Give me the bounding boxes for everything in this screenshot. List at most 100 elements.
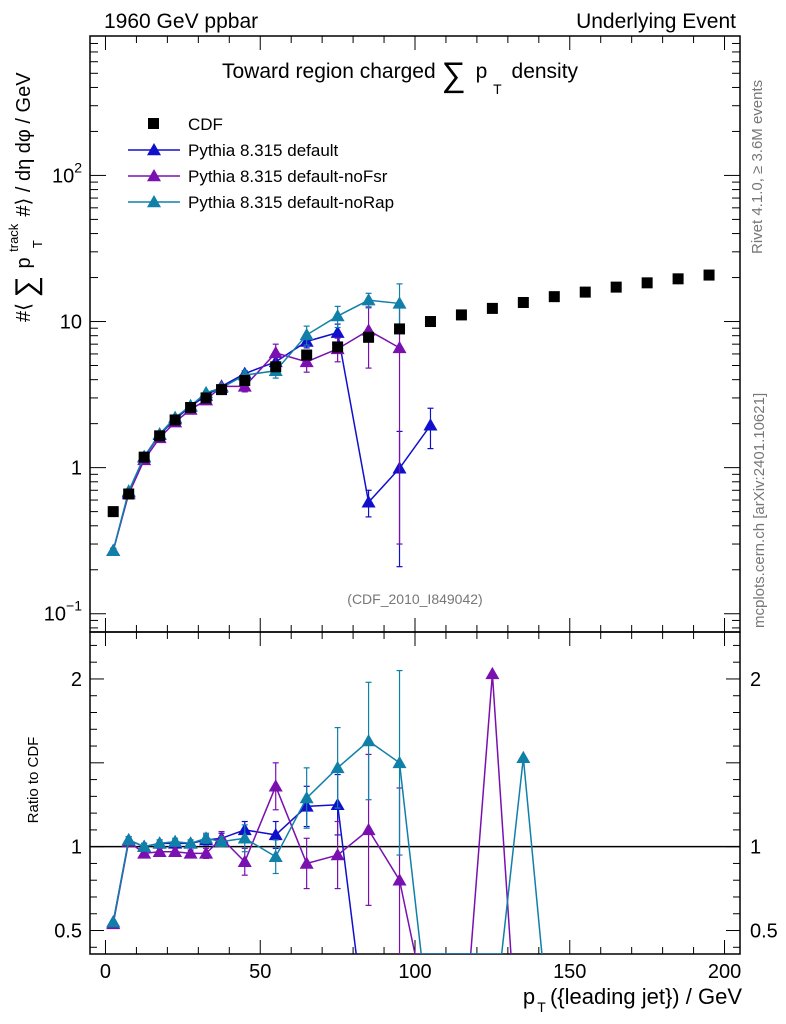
data-point xyxy=(154,430,166,442)
data-point xyxy=(672,273,684,285)
ratio-series-2-point xyxy=(299,856,314,869)
ratio-series-3-point xyxy=(392,755,407,769)
series-3-point xyxy=(330,309,345,322)
data-point xyxy=(185,401,197,413)
header-left: 1960 GeV ppbar xyxy=(104,10,258,33)
x-tick-label: 100 xyxy=(398,961,431,983)
title-main: Toward region charged xyxy=(222,60,436,83)
series-1-point xyxy=(423,418,438,431)
ratio-series-3-point xyxy=(106,915,121,928)
rivet-label: Rivet 4.1.0, ≥ 3.6M events xyxy=(749,80,766,254)
mcplots-label: mcplots.cern.ch [arXiv:2401.10621] xyxy=(751,393,768,628)
data-point xyxy=(270,361,282,373)
ratio-series-3-point xyxy=(168,834,183,847)
data-point xyxy=(641,277,653,289)
data-point xyxy=(200,392,212,404)
y-tick-label: 102 xyxy=(52,159,82,187)
y-tick-label: 1 xyxy=(71,458,82,480)
data-point xyxy=(579,286,591,298)
chart-title: Toward region charged ∑ p T density xyxy=(222,56,579,99)
y-axis-label: #⟨ ∑ p track T #⟩ / dη dφ / GeV xyxy=(1,72,47,322)
series-3-point xyxy=(392,296,407,309)
ratio-series-2-point xyxy=(268,779,283,792)
header-right: Underlying Event xyxy=(576,10,736,33)
data-point xyxy=(455,309,467,321)
legend-label: Pythia 8.315 default-noRap xyxy=(188,193,394,212)
ratio-tick-label: 1 xyxy=(71,837,82,859)
ratio-tick-label-right: 2 xyxy=(750,669,761,691)
legend-marker xyxy=(147,169,161,182)
ratio-series-3-point xyxy=(183,836,198,849)
legend-label: Pythia 8.315 default-noFsr xyxy=(188,167,388,186)
ratio-tick-label-right: 1 xyxy=(750,837,761,859)
analysis-tag: (CDF_2010_I849042) xyxy=(347,591,482,607)
ratio-series-1-line xyxy=(112,803,357,954)
ratio-series-3-point xyxy=(237,831,252,844)
ratio-series-2-point xyxy=(361,822,376,836)
data-point xyxy=(107,506,119,518)
ratio-series-2-point xyxy=(199,846,214,859)
legend-marker xyxy=(147,143,161,156)
ratio-series-3-point xyxy=(299,791,314,804)
data-point xyxy=(703,269,715,281)
series-2-point xyxy=(268,345,283,359)
ratio-series-1-point xyxy=(268,827,283,841)
ratio-series-2-point xyxy=(152,844,167,857)
ratio-series-3-point xyxy=(516,750,531,764)
ratio-series-3-point xyxy=(199,831,214,844)
ratio-series-group xyxy=(106,666,543,954)
ratio-series-3-point xyxy=(121,832,136,846)
ratio-series-3-point xyxy=(330,760,345,774)
x-tick-label: 200 xyxy=(708,961,741,983)
data-point xyxy=(610,281,622,293)
ratio-series-2-point xyxy=(137,846,152,859)
legend-marker xyxy=(147,195,161,208)
legend-label: CDF xyxy=(188,115,223,134)
legend-label: Pythia 8.315 default xyxy=(188,141,339,160)
ratio-series-3-point xyxy=(361,734,376,747)
data-point xyxy=(123,488,135,500)
x-tick-label: 50 xyxy=(249,961,271,983)
data-point xyxy=(239,374,251,386)
legend-marker-data xyxy=(148,118,159,129)
data-point xyxy=(394,323,406,335)
ratio-series-3-point xyxy=(152,836,167,849)
ratio-tick-label-right: 0.5 xyxy=(750,921,778,943)
series-2-point xyxy=(392,340,407,354)
ratio-series-3-point xyxy=(268,849,283,862)
y-tick-label: 10−1 xyxy=(44,598,82,626)
series-3-point xyxy=(106,543,121,556)
title-sub: T xyxy=(493,81,502,97)
data-point xyxy=(216,384,228,396)
y-tick-label: 10 xyxy=(60,312,82,334)
series-1-point xyxy=(361,495,376,508)
ratio-series-2-line xyxy=(112,673,512,954)
data-point xyxy=(138,451,150,463)
series-3-point xyxy=(299,327,314,341)
data-point xyxy=(301,349,313,361)
title-tail: density xyxy=(512,60,579,83)
data-point xyxy=(424,316,436,328)
ratio-series-2-point xyxy=(237,854,252,868)
data-point xyxy=(548,291,560,303)
series-3-point xyxy=(361,293,376,306)
data-point xyxy=(363,331,375,343)
ratio-series-2-point xyxy=(168,844,183,857)
ratio-series-2-point xyxy=(330,848,345,861)
series-1-point xyxy=(330,325,345,338)
x-axis-label: p T ({leading jet}) / GeV xyxy=(523,984,742,1017)
ratio-series-2-point xyxy=(183,846,198,859)
x-tick-label: 150 xyxy=(553,961,586,983)
title-p: p xyxy=(476,60,488,83)
data-point xyxy=(517,296,529,308)
title-sum: ∑ xyxy=(441,56,465,94)
ratio-tick-label: 2 xyxy=(71,669,82,691)
ratio-series-3-point xyxy=(214,834,229,847)
ratio-tick-label: 0.5 xyxy=(54,921,82,943)
data-point xyxy=(486,302,498,314)
ratio-series-2-point xyxy=(392,873,407,886)
series-2-point xyxy=(299,354,314,368)
data-point xyxy=(169,414,181,426)
data-point xyxy=(332,341,344,353)
